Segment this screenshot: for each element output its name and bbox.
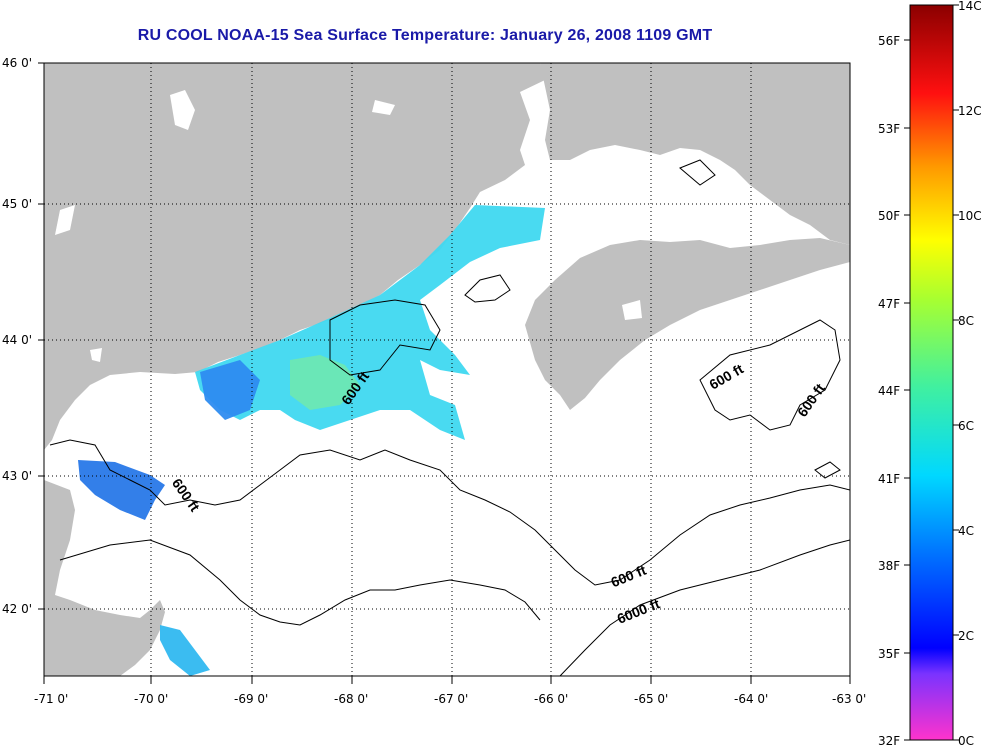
colorbar: 14C 12C 10C 8C 6C 4C 2C 0C 56F 53F 50F 4… xyxy=(878,0,982,748)
axis-ticks xyxy=(38,62,851,684)
sst-patch-nantucket xyxy=(160,625,210,676)
colorbar-f-label: 56F xyxy=(878,34,900,48)
lon-tick-label: -70 0' xyxy=(134,692,168,706)
lat-tick-label: 44 0' xyxy=(2,333,32,347)
lon-tick-label: -67 0' xyxy=(434,692,468,706)
lon-tick-label: -68 0' xyxy=(334,692,368,706)
lake-shape xyxy=(55,205,75,235)
lake-shape xyxy=(622,300,642,320)
colorbar-f-label: 47F xyxy=(878,297,900,311)
lake-shape xyxy=(170,90,195,130)
colorbar-c-label: 12C xyxy=(958,104,982,118)
map-title: RU COOL NOAA-15 Sea Surface Temperature:… xyxy=(137,27,713,44)
colorbar-c-label: 10C xyxy=(958,209,982,223)
lat-tick-label: 46 0' xyxy=(2,56,32,70)
lon-tick-label: -71 0' xyxy=(34,692,68,706)
colorbar-c-label: 8C xyxy=(958,314,974,328)
map-frame xyxy=(43,62,851,677)
lon-tick-label: -66 0' xyxy=(534,692,568,706)
colorbar-f-label: 38F xyxy=(878,559,900,573)
lat-tick-label: 42 0' xyxy=(2,602,32,616)
land-cape-cod xyxy=(44,480,165,676)
colorbar-f-label: 32F xyxy=(878,734,900,748)
lake-shape xyxy=(372,100,395,115)
colorbar-c-label: 6C xyxy=(958,419,974,433)
colorbar-c-label: 4C xyxy=(958,524,974,538)
colorbar-c-label: 14C xyxy=(958,0,982,13)
lon-tick-label: -65 0' xyxy=(634,692,668,706)
colorbar-f-label: 41F xyxy=(878,472,900,486)
lon-tick-label: -64 0' xyxy=(734,692,768,706)
lat-tick-label: 45 0' xyxy=(2,197,32,211)
sst-patch-warm-core xyxy=(290,355,360,410)
lon-tick-label: -69 0' xyxy=(234,692,268,706)
sst-patch-maine-shelf xyxy=(195,205,545,440)
sst-patch-mass-bay xyxy=(78,460,165,520)
colorbar-gradient xyxy=(909,4,954,741)
land-nova-scotia xyxy=(525,238,850,410)
colorbar-f-label: 44F xyxy=(878,384,900,398)
lat-tick-label: 43 0' xyxy=(2,469,32,483)
lake-shape xyxy=(90,348,102,362)
land-new-england xyxy=(44,63,545,450)
colorbar-f-label: 53F xyxy=(878,122,900,136)
colorbar-f-label: 35F xyxy=(878,647,900,661)
colorbar-c-label: 2C xyxy=(958,629,974,643)
colorbar-f-label: 50F xyxy=(878,209,900,223)
sst-patch-blue-western xyxy=(200,360,260,420)
land-canada-north xyxy=(540,63,850,245)
colorbar-c-label: 0C xyxy=(958,734,974,748)
lon-tick-label: -63 0' xyxy=(832,692,866,706)
